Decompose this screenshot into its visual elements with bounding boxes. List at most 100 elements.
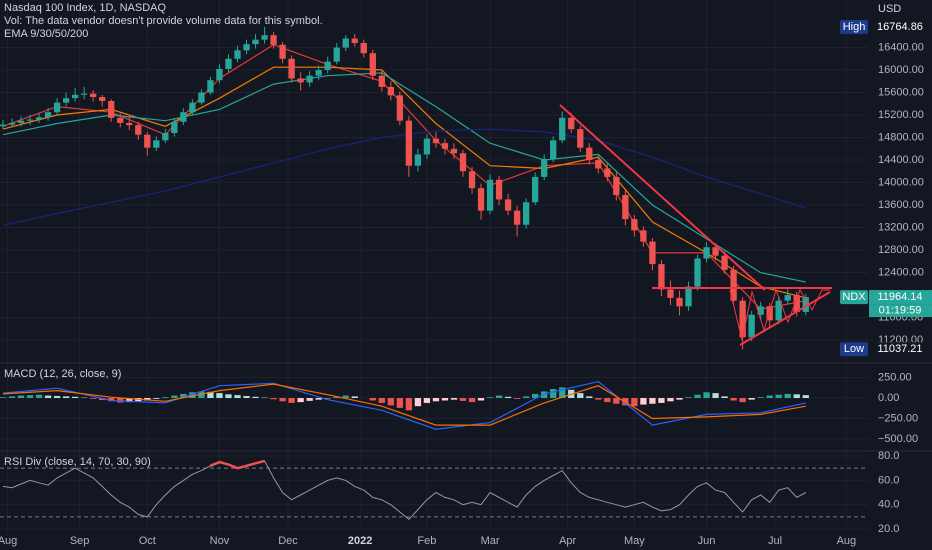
ema-line — [2, 72, 806, 283]
x-tick-label: Feb — [417, 535, 436, 547]
candle-body — [225, 58, 232, 69]
candle-body — [649, 241, 656, 265]
candle-body — [171, 121, 178, 134]
candle-body — [504, 199, 512, 211]
y-tick-label: 60.0 — [878, 474, 899, 486]
candle-body — [126, 122, 133, 126]
macd-histogram-bar — [550, 388, 557, 399]
candle-body — [261, 35, 268, 40]
candle-body — [459, 153, 467, 172]
candle-body — [441, 143, 449, 149]
macd-line — [2, 380, 806, 430]
y-tick-label: 13200.00 — [878, 221, 924, 233]
candle-body — [360, 43, 367, 54]
candle-body — [568, 117, 575, 130]
y-tick-label: 12800.00 — [878, 244, 924, 256]
y-tick-label: 16400.00 — [878, 41, 924, 53]
y-tick-label: 14400.00 — [878, 154, 924, 166]
candle-body — [631, 219, 638, 231]
macd-histogram-bar — [577, 393, 584, 399]
candle-body — [297, 78, 304, 83]
candle-body — [432, 138, 440, 144]
macd-histogram-bar — [171, 395, 178, 399]
symbol-title: Nasdaq 100 Index, 1D, NASDAQ — [4, 2, 166, 14]
macd-histogram-bar — [522, 396, 530, 399]
trend-line — [559, 104, 766, 291]
candle-body — [784, 295, 791, 301]
macd-histogram-bar — [414, 398, 422, 407]
macd-histogram-bar — [459, 398, 467, 401]
macd-histogram-bar — [586, 396, 593, 399]
price-tag-name: NDX — [842, 291, 866, 303]
candle-body — [495, 179, 503, 200]
macd-histogram-bar — [90, 398, 97, 399]
candle-body — [270, 35, 277, 45]
candle-body — [667, 289, 674, 298]
macd-histogram-bar — [450, 398, 458, 400]
macd-histogram-bar — [739, 398, 746, 403]
candle-body — [387, 86, 394, 96]
macd-histogram-bar — [17, 395, 25, 399]
y-tick-label: −250.00 — [878, 412, 918, 424]
candle-body — [640, 230, 647, 242]
macd-histogram-bar — [279, 398, 286, 402]
price-tag-pill — [840, 20, 868, 35]
macd-histogram-bar — [35, 394, 43, 399]
candle-body — [144, 134, 151, 148]
candle-body — [135, 125, 142, 135]
price-tag-pill — [840, 342, 868, 357]
candle-body — [802, 297, 809, 312]
y-tick-label: 20.0 — [878, 523, 899, 535]
price-tag-value: 16764.86 — [877, 21, 923, 33]
macd-histogram-bar — [378, 398, 385, 403]
macd-histogram-bar — [216, 393, 223, 399]
candle-body — [62, 98, 70, 103]
candle-body — [351, 38, 358, 44]
candle-body — [71, 94, 79, 99]
candle-body — [162, 133, 169, 141]
candle-body — [207, 80, 214, 93]
macd-histogram-bar — [703, 392, 710, 399]
candle-body — [117, 117, 124, 123]
candle-body — [775, 300, 782, 321]
candle-body — [26, 119, 34, 121]
candle-body — [532, 176, 539, 203]
candle-body — [522, 202, 530, 225]
macd-histogram-bar — [26, 395, 34, 399]
candle-body — [306, 75, 313, 83]
macd-histogram-bar — [270, 398, 277, 400]
macd-histogram-bar — [685, 397, 692, 399]
countdown: 01:19:59 — [879, 304, 922, 316]
candle-body — [793, 295, 800, 312]
x-tick-label: 2022 — [348, 535, 372, 547]
macd-histogram-bar — [342, 395, 349, 399]
candle-body — [748, 314, 755, 338]
macd-histogram-bar — [387, 398, 394, 406]
candle-body — [721, 255, 728, 270]
candle-body — [613, 176, 620, 195]
candle-body — [369, 53, 376, 76]
countdown-box — [869, 304, 932, 318]
candle-body — [604, 168, 611, 177]
y-tick-label: −500.00 — [878, 433, 918, 445]
candle-body — [550, 140, 557, 159]
candle-body — [703, 247, 710, 259]
candle-body — [766, 306, 773, 321]
candle-body — [477, 188, 485, 211]
macd-line — [2, 383, 806, 426]
macd-histogram-bar — [315, 398, 322, 400]
macd-histogram-bar — [423, 398, 431, 403]
candle-body — [243, 44, 250, 51]
price-tag-name: High — [843, 21, 866, 33]
price-tag-pill — [840, 290, 868, 305]
macd-histogram-bar — [234, 395, 241, 399]
y-tick-label: 14000.00 — [878, 176, 924, 188]
candle-body — [99, 97, 106, 101]
macd-histogram-bar — [162, 397, 169, 399]
candle-body — [622, 194, 629, 220]
drawings — [559, 104, 832, 346]
trend-line — [739, 291, 831, 346]
x-tick-label: Nov — [210, 535, 230, 547]
macd-histogram-bar — [631, 398, 638, 407]
macd-histogram-bar — [712, 393, 719, 399]
